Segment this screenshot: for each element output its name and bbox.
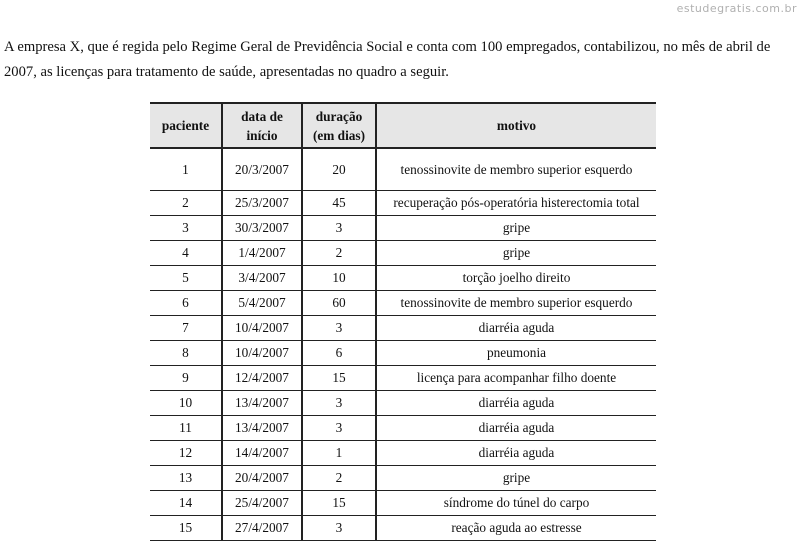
cell-duracao: 15: [301, 490, 376, 516]
cell-data-inicio: 13/4/2007: [221, 415, 302, 441]
cell-data-inicio: 13/4/2007: [221, 390, 302, 416]
cell-data-inicio: 10/4/2007: [221, 340, 302, 366]
cell-duracao: 3: [301, 215, 376, 241]
cell-motivo: recuperação pós-operatória histerectomia…: [375, 190, 656, 216]
table-row: 13 20/4/2007 2 gripe: [150, 465, 656, 491]
cell-paciente: 7: [150, 315, 222, 341]
header-paciente: paciente: [150, 103, 222, 149]
cell-paciente: 15: [150, 515, 222, 541]
cell-paciente: 10: [150, 390, 222, 416]
cell-data-inicio: 3/4/2007: [221, 265, 302, 291]
cell-duracao: 3: [301, 315, 376, 341]
cell-duracao: 1: [301, 440, 376, 466]
cell-data-inicio: 25/3/2007: [221, 190, 302, 216]
cell-duracao: 3: [301, 515, 376, 541]
table-row: 14 25/4/2007 15 síndrome do túnel do carpo: [150, 490, 656, 516]
cell-duracao: 10: [301, 265, 376, 291]
header-text: início: [246, 127, 278, 143]
cell-duracao: 6: [301, 340, 376, 366]
cell-data-inicio: 1/4/2007: [221, 240, 302, 266]
cell-paciente: 5: [150, 265, 222, 291]
table-row: 11 13/4/2007 3 diarréia aguda: [150, 415, 656, 441]
cell-motivo: diarréia aguda: [375, 315, 656, 341]
cell-duracao: 3: [301, 390, 376, 416]
cell-motivo: diarréia aguda: [375, 440, 656, 466]
cell-data-inicio: 30/3/2007: [221, 215, 302, 241]
cell-motivo: síndrome do túnel do carpo: [375, 490, 656, 516]
header-motivo: motivo: [375, 103, 656, 149]
cell-motivo: diarréia aguda: [375, 415, 656, 441]
table-row: 5 3/4/2007 10 torção joelho direito: [150, 265, 656, 291]
cell-duracao: 20: [301, 148, 376, 191]
cell-paciente: 14: [150, 490, 222, 516]
header-text: (em dias): [312, 127, 366, 143]
table-row: 7 10/4/2007 3 diarréia aguda: [150, 315, 656, 341]
table-row: 3 30/3/2007 3 gripe: [150, 215, 656, 241]
cell-motivo: tenossinovite de membro superior esquerd…: [375, 290, 656, 316]
table-row: 2 25/3/2007 45 recuperação pós-operatória h…: [150, 190, 656, 216]
cell-data-inicio: 5/4/2007: [221, 290, 302, 316]
cell-motivo: reação aguda ao estresse: [375, 515, 656, 541]
header-text: duração: [315, 108, 363, 124]
cell-data-inicio: 20/4/2007: [221, 465, 302, 491]
table-row: 8 10/4/2007 6 pneumonia: [150, 340, 656, 366]
cell-paciente: 12: [150, 440, 222, 466]
cell-motivo: gripe: [375, 240, 656, 266]
cell-data-inicio: 12/4/2007: [221, 365, 302, 391]
cell-duracao: 60: [301, 290, 376, 316]
cell-motivo: pneumonia: [375, 340, 656, 366]
cell-paciente: 4: [150, 240, 222, 266]
cell-paciente: 8: [150, 340, 222, 366]
cell-motivo: torção joelho direito: [375, 265, 656, 291]
table-row: 12 14/4/2007 1 diarréia aguda: [150, 440, 656, 466]
cell-paciente: 13: [150, 465, 222, 491]
intro-line: A empresa X, que é regida pelo Regime Ge…: [4, 39, 771, 55]
header-duracao: duração (em dias): [301, 103, 376, 149]
header-text: data de: [241, 108, 283, 124]
cell-data-inicio: 27/4/2007: [221, 515, 302, 541]
table-row: 15 27/4/2007 3 reação aguda ao estresse: [150, 515, 656, 541]
intro-paragraph: A empresa X, que é regida pelo Regime Ge…: [4, 35, 801, 85]
cell-data-inicio: 10/4/2007: [221, 315, 302, 341]
cell-motivo: diarréia aguda: [375, 390, 656, 416]
cell-motivo: tenossinovite de membro superior esquerd…: [375, 148, 656, 191]
cell-duracao: 2: [301, 240, 376, 266]
cell-paciente: 1: [150, 148, 222, 191]
table-row: 6 5/4/2007 60 tenossinovite de membro super…: [150, 290, 656, 316]
header-data-inicio: data de início: [221, 103, 302, 149]
header-text: motivo: [496, 118, 537, 133]
cell-paciente: 2: [150, 190, 222, 216]
cell-paciente: 11: [150, 415, 222, 441]
cell-paciente: 6: [150, 290, 222, 316]
intro-line: 2007, as licenças para tratamento de saú…: [4, 64, 449, 80]
table-row: 10 13/4/2007 3 diarréia aguda: [150, 390, 656, 416]
cell-motivo: gripe: [375, 465, 656, 491]
sick-leave-table: paciente data de início duração (em dias) mot…: [150, 102, 656, 541]
cell-paciente: 3: [150, 215, 222, 241]
cell-data-inicio: 25/4/2007: [221, 490, 302, 516]
table-row: 4 1/4/2007 2 gripe: [150, 240, 656, 266]
cell-motivo: gripe: [375, 215, 656, 241]
table-row: 9 12/4/2007 15 licença para acompanhar filh…: [150, 365, 656, 391]
cell-data-inicio: 20/3/2007: [221, 148, 302, 191]
cell-duracao: 45: [301, 190, 376, 216]
cell-paciente: 9: [150, 365, 222, 391]
cell-duracao: 3: [301, 415, 376, 441]
watermark: estudegratis.com.br: [676, 2, 797, 15]
table-row: 1 20/3/2007 20 tenossinovite de membro supe…: [150, 148, 656, 191]
header-text: paciente: [161, 118, 210, 133]
cell-data-inicio: 14/4/2007: [221, 440, 302, 466]
cell-duracao: 2: [301, 465, 376, 491]
cell-duracao: 15: [301, 365, 376, 391]
table-header-row: paciente data de início duração (em dias) mot…: [150, 103, 656, 149]
cell-motivo: licença para acompanhar filho doente: [375, 365, 656, 391]
